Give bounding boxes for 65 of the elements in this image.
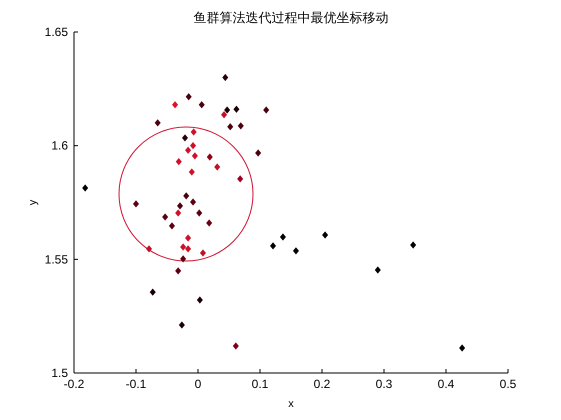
- point: [222, 74, 228, 81]
- point: [178, 322, 185, 328]
- x-tick-label: 0.3: [376, 377, 393, 391]
- point: [162, 214, 168, 220]
- point: [293, 248, 299, 254]
- point: [238, 122, 244, 130]
- point: [176, 158, 182, 165]
- point: [186, 93, 192, 100]
- point: [190, 198, 196, 206]
- point: [206, 220, 212, 226]
- point: [185, 234, 191, 242]
- point: [169, 222, 175, 230]
- y-tick-label: 1.55: [44, 252, 68, 266]
- x-tick-label: 0: [194, 377, 202, 391]
- point: [150, 288, 156, 296]
- point: [221, 111, 227, 118]
- point: [192, 152, 198, 160]
- point: [180, 244, 186, 250]
- point: [227, 123, 234, 130]
- x-tick-label: -0.1: [126, 377, 147, 391]
- point: [206, 154, 213, 160]
- y-tick-label: 1.5: [51, 366, 68, 380]
- point: [175, 268, 182, 274]
- point: [185, 146, 191, 154]
- x-tick-label: 0.1: [252, 377, 269, 391]
- point: [190, 128, 197, 136]
- point: [459, 344, 466, 352]
- point: [196, 210, 202, 216]
- point: [185, 245, 191, 252]
- x-tick-label: 0.4: [438, 377, 455, 391]
- point: [200, 250, 206, 256]
- y-tick-label: 1.65: [44, 25, 68, 39]
- x-tick-label: 0.2: [314, 377, 331, 391]
- point: [263, 106, 270, 114]
- point: [224, 106, 230, 114]
- x-axis-title: x: [288, 398, 294, 410]
- point: [154, 120, 161, 126]
- point: [280, 234, 286, 240]
- chart-title: 鱼群算法迭代过程中最优坐标移动: [194, 10, 388, 25]
- point: [183, 192, 190, 200]
- point: [198, 101, 205, 108]
- point: [180, 255, 186, 262]
- y-tick-label: 1.6: [51, 138, 68, 153]
- point: [182, 134, 188, 142]
- x-tick-label: 0.5: [500, 377, 517, 391]
- point: [270, 242, 276, 250]
- point: [232, 342, 239, 350]
- point: [133, 200, 139, 208]
- point: [374, 266, 381, 274]
- x-tick-label: -0.2: [64, 377, 85, 391]
- point: [322, 232, 328, 238]
- point: [214, 164, 220, 170]
- point: [188, 168, 195, 176]
- point: [82, 184, 88, 192]
- point: [237, 175, 244, 182]
- point: [177, 202, 183, 210]
- point: [234, 106, 240, 113]
- point: [175, 210, 182, 216]
- point: [146, 245, 152, 252]
- point: [196, 296, 203, 304]
- y-axis-title: y: [27, 199, 39, 206]
- point: [255, 150, 262, 156]
- point: [172, 101, 178, 108]
- point: [410, 242, 416, 248]
- point: [190, 142, 196, 150]
